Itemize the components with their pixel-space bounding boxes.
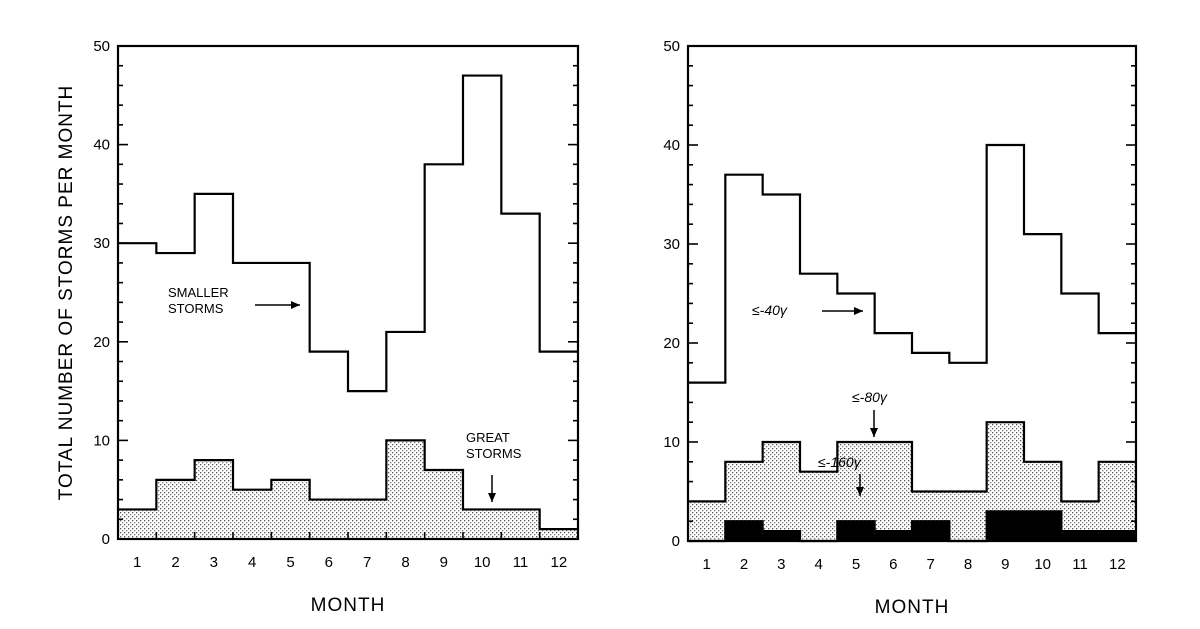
x-tick-label: 9 <box>1001 556 1009 573</box>
y-tick-label: 20 <box>93 334 110 351</box>
annotation-arrow-head <box>291 301 300 309</box>
x-tick-label: 4 <box>814 556 822 573</box>
bar-3-month-2 <box>725 521 763 541</box>
annotation-label: GREAT <box>466 430 510 445</box>
x-tick-label: 5 <box>286 554 294 571</box>
x-tick-label: 12 <box>1109 556 1126 573</box>
y-tick-label: 40 <box>93 137 110 154</box>
bar-3-month-10 <box>1024 511 1062 541</box>
y-tick-label: 30 <box>663 236 680 253</box>
bar-3-month-3 <box>762 531 800 541</box>
y-tick-label: 30 <box>93 235 110 252</box>
x-axis-title: MONTH <box>875 597 950 618</box>
annotation-2: ≤-80γ <box>852 389 888 437</box>
annotation-arrow-head <box>854 307 863 315</box>
bar-2-month-5 <box>271 479 310 539</box>
x-axis-title: MONTH <box>311 595 386 616</box>
x-tick-label: 11 <box>1072 556 1088 573</box>
x-axis: 1 2 3 4 5 6 7 8 9 10 11 12 <box>133 532 567 571</box>
bar-2-month-6 <box>874 442 912 541</box>
series-1 <box>118 74 578 393</box>
x-tick-label: 7 <box>363 554 371 571</box>
annotation-1: ≤-40γ <box>752 302 863 318</box>
annotation-arrow-head <box>856 487 864 496</box>
x-tick-label: 8 <box>401 554 409 571</box>
bar-2-month-4 <box>233 489 272 539</box>
bar-3-month-5 <box>837 521 875 541</box>
x-tick-label: 1 <box>702 556 710 573</box>
bar-2-month-7 <box>348 499 387 539</box>
series-3 <box>688 510 1136 543</box>
x-tick-label: 8 <box>964 556 972 573</box>
x-tick-label: 12 <box>550 554 567 571</box>
x-tick-label: 2 <box>740 556 748 573</box>
y-tick-label: 10 <box>93 432 110 449</box>
bar-2-month-8 <box>386 440 425 539</box>
y-tick-label: 0 <box>672 533 680 550</box>
x-tick-label: 10 <box>1034 556 1051 573</box>
bar-3-month-6 <box>874 531 912 541</box>
annotation-3: ≤-160γ <box>818 454 864 496</box>
bar-2-month-9 <box>424 469 463 539</box>
bar-2-month-3 <box>762 442 800 541</box>
x-tick-label: 2 <box>171 554 179 571</box>
x-tick-label: 4 <box>248 554 256 571</box>
x-tick-label: 3 <box>777 556 785 573</box>
bar-2-month-4 <box>800 471 838 541</box>
y-axis: 0 10 20 30 40 50 <box>663 38 1136 550</box>
bar-3-month-7 <box>912 521 950 541</box>
series-3-step-line <box>688 510 1136 543</box>
annotation-arrow-head <box>870 428 878 437</box>
x-tick-label: 6 <box>889 556 897 573</box>
x-tick-label: 7 <box>926 556 934 573</box>
y-tick-label: 0 <box>102 531 110 548</box>
annotation-label: ≤-80γ <box>852 389 888 405</box>
series-1-step-line <box>688 143 1136 384</box>
y-axis-title: TOTAL NUMBER OF STORMS PER MONTH <box>56 85 77 501</box>
bar-2-month-11 <box>501 509 540 539</box>
x-tick-label: 3 <box>210 554 218 571</box>
y-tick-label: 10 <box>663 434 680 451</box>
y-axis: 0 10 20 30 40 50 <box>93 38 578 548</box>
bar-2-month-1 <box>118 509 157 539</box>
series-2 <box>118 439 578 539</box>
bar-2-month-8 <box>949 491 987 541</box>
series-1 <box>688 143 1136 384</box>
x-tick-label: 1 <box>133 554 141 571</box>
bar-3-month-9 <box>986 511 1024 541</box>
x-tick-label: 5 <box>852 556 860 573</box>
annotation-arrow-head <box>488 493 496 502</box>
bar-2-month-12 <box>539 529 578 539</box>
annotation-label: STORMS <box>168 301 224 316</box>
x-axis: 1 2 3 4 5 6 7 8 9 10 11 12 <box>702 534 1126 573</box>
bar-3-month-12 <box>1098 531 1136 541</box>
bar-2-month-3 <box>194 460 233 539</box>
y-tick-label: 50 <box>93 38 110 55</box>
series-1-step-line <box>118 74 578 393</box>
annotation-label: SMALLER <box>168 285 229 300</box>
y-tick-label: 50 <box>663 38 680 55</box>
series-2-step-line <box>118 439 578 531</box>
x-tick-label: 9 <box>440 554 448 571</box>
bar-2-month-12 <box>1098 461 1136 541</box>
bar-2-month-2 <box>156 479 195 539</box>
annotation-label: ≤-40γ <box>752 302 788 318</box>
bar-2-month-1 <box>688 501 726 541</box>
series-2-step-line <box>688 421 1136 503</box>
bar-3-month-11 <box>1061 531 1099 541</box>
bar-2-month-10 <box>463 509 502 539</box>
x-tick-label: 11 <box>513 554 529 571</box>
y-tick-label: 40 <box>663 137 680 154</box>
x-tick-label: 10 <box>474 554 491 571</box>
y-tick-label: 20 <box>663 335 680 352</box>
annotation-label: ≤-160γ <box>818 454 862 470</box>
x-tick-label: 6 <box>325 554 333 571</box>
annotation-label: STORMS <box>466 446 522 461</box>
bar-2-month-6 <box>309 499 348 539</box>
